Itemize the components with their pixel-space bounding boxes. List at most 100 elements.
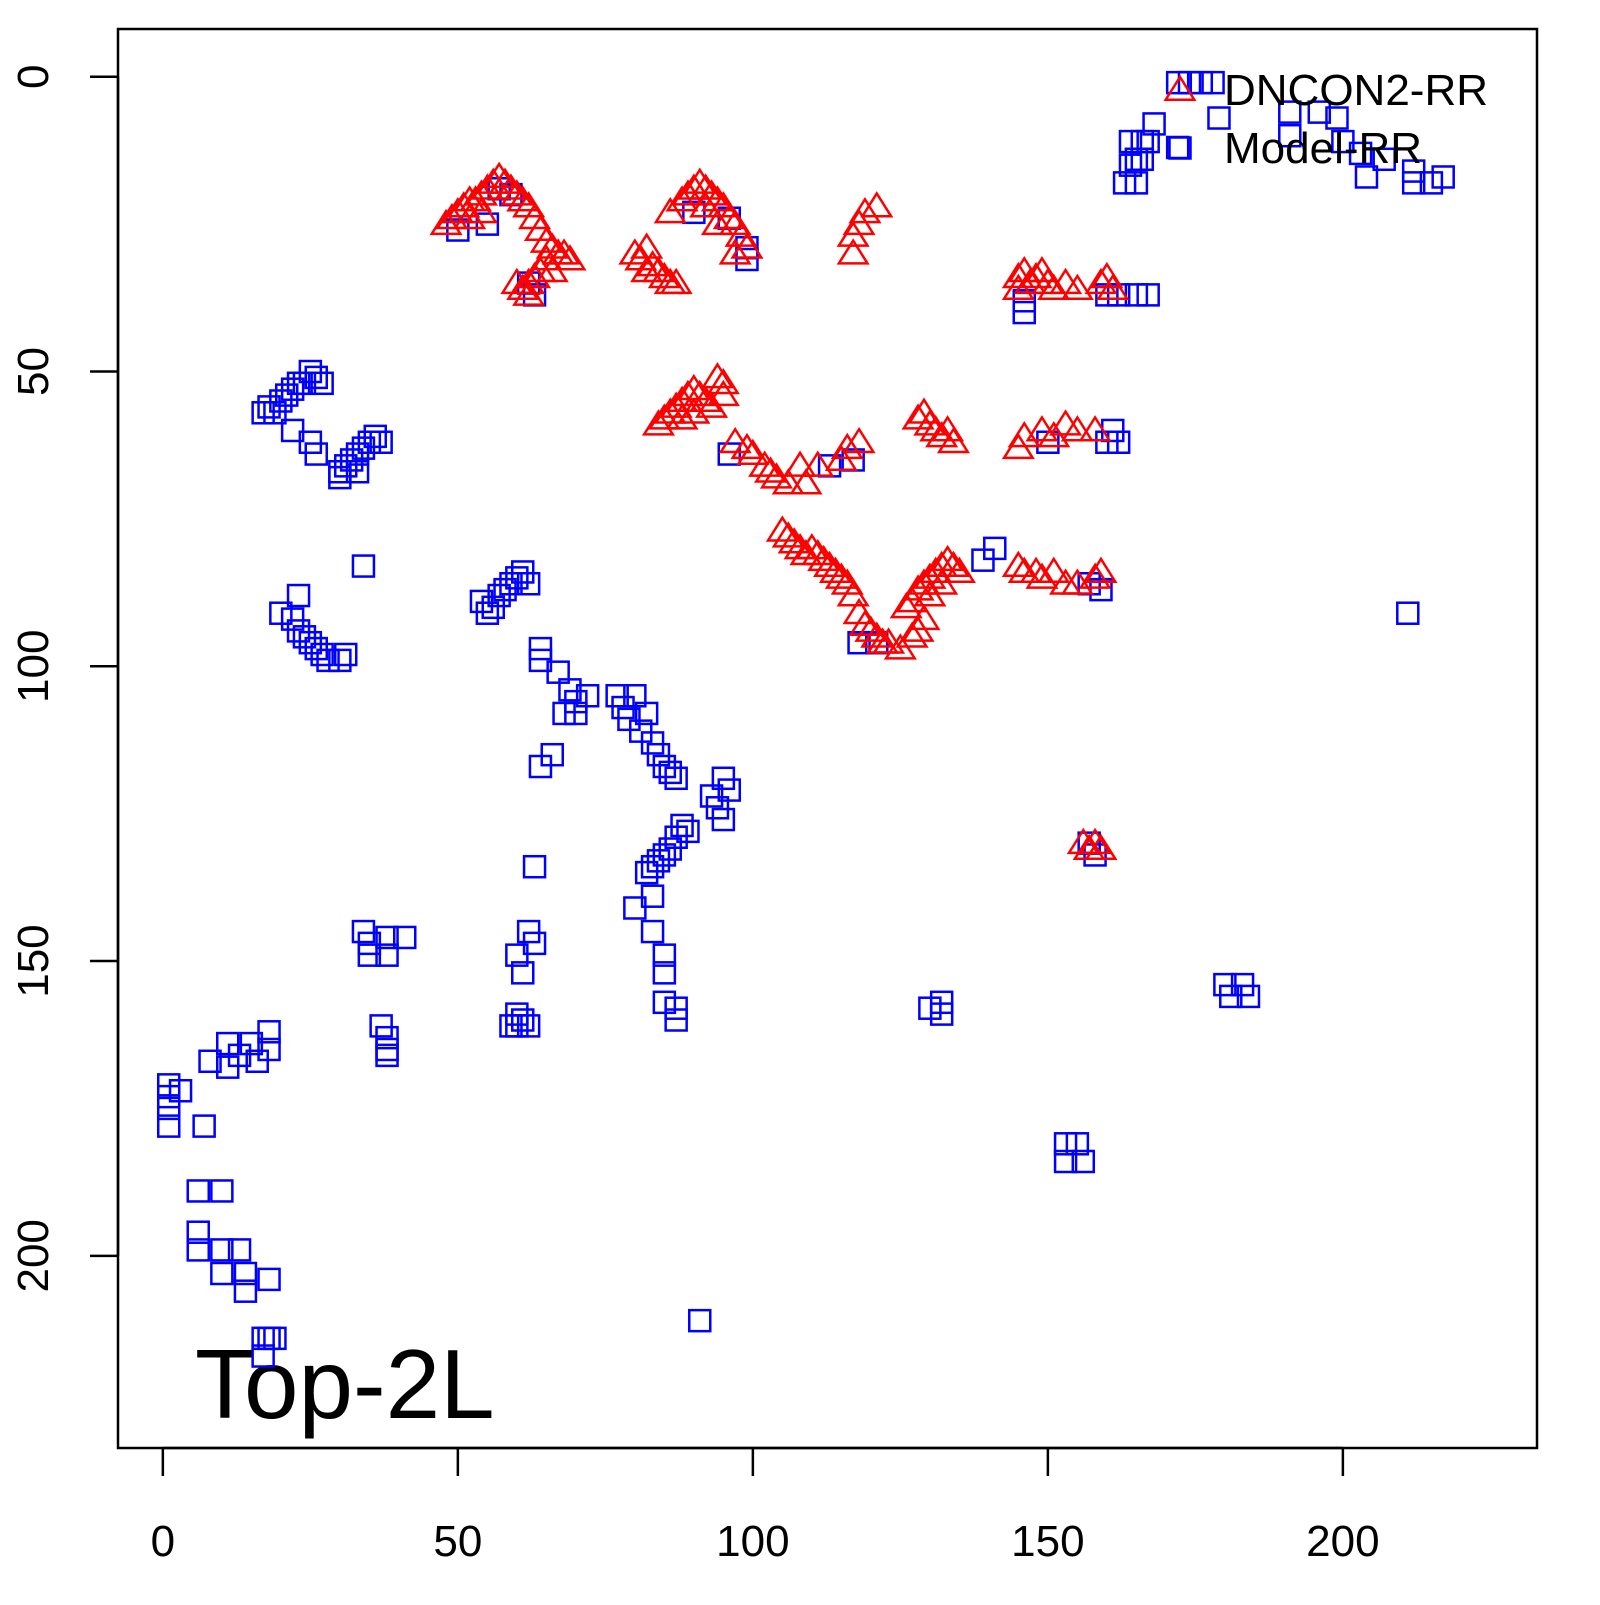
square-point — [918, 996, 942, 1020]
square-point — [658, 837, 683, 861]
square-point — [215, 1031, 240, 1056]
square-point — [280, 607, 305, 631]
square-point — [605, 684, 629, 708]
square-point — [611, 695, 635, 720]
triangle-point — [1072, 833, 1106, 861]
square-point — [393, 925, 417, 950]
square-point — [1053, 1132, 1078, 1156]
square-point — [1118, 153, 1143, 177]
square-point — [351, 436, 376, 460]
square-point — [623, 684, 647, 708]
square-point — [257, 1020, 281, 1044]
x-tick-label: 200 — [1306, 1517, 1379, 1566]
square-point — [328, 465, 352, 490]
triangle-point — [836, 238, 870, 265]
x-tick-label: 150 — [1011, 1517, 1084, 1566]
square-point — [1142, 112, 1166, 136]
square-point — [269, 601, 293, 625]
square-point — [664, 766, 688, 791]
square-point — [1354, 165, 1379, 189]
triangle-point — [813, 550, 847, 578]
square-point — [1348, 141, 1373, 166]
square-point — [652, 943, 677, 967]
triangle-point — [836, 580, 870, 607]
square-point — [929, 1002, 954, 1026]
square-point — [304, 636, 328, 661]
square-point — [516, 1014, 541, 1038]
triangle-point — [754, 456, 788, 483]
square-point — [1401, 159, 1426, 183]
square-point — [186, 1220, 210, 1244]
square-point — [292, 371, 317, 396]
square-point — [446, 218, 470, 242]
square-point — [263, 401, 287, 425]
square-point — [280, 377, 305, 401]
legend: DNCON2-RR Model-RR — [1163, 66, 1488, 173]
triangle-point — [488, 167, 522, 194]
square-point — [156, 1114, 181, 1138]
triangle-point — [630, 255, 664, 283]
triangle-point — [771, 521, 805, 548]
square-point — [316, 648, 340, 673]
square-point — [1401, 171, 1426, 195]
square-point — [210, 1261, 234, 1286]
square-point — [658, 760, 683, 785]
square-point — [298, 630, 323, 655]
square-point — [310, 642, 334, 667]
square-point — [670, 813, 694, 838]
triangle-point — [931, 415, 965, 442]
triangle-point — [618, 238, 652, 265]
triangle-point — [683, 167, 717, 194]
square-point — [634, 701, 659, 726]
triangle-point — [500, 179, 534, 206]
legend-marker — [1163, 74, 1197, 101]
square-point — [156, 1084, 181, 1109]
square-point — [1112, 171, 1137, 195]
square-point — [652, 843, 677, 867]
square-point — [328, 648, 352, 673]
square-point — [233, 1261, 258, 1286]
square-point — [1101, 418, 1125, 443]
square-point — [168, 1078, 193, 1103]
triangle-point — [635, 250, 670, 277]
square-point — [1106, 430, 1131, 455]
square-point — [1118, 129, 1143, 154]
square-point — [487, 583, 511, 608]
y-tick-label: 150 — [9, 924, 58, 997]
square-point — [251, 1344, 275, 1368]
triangle-point — [453, 202, 487, 230]
square-point — [623, 896, 647, 920]
x-tick-label: 0 — [151, 1517, 175, 1566]
triangle-point — [547, 238, 581, 265]
y-tick-label: 100 — [9, 630, 58, 703]
square-point — [711, 766, 736, 791]
y-tick-label: 200 — [9, 1219, 58, 1292]
triangle-point — [677, 397, 711, 424]
square-point — [186, 1179, 210, 1203]
square-point — [156, 1073, 181, 1097]
triangle-point — [1019, 556, 1053, 583]
square-point — [357, 430, 382, 455]
square-point — [192, 1114, 216, 1138]
square-point — [198, 1049, 222, 1074]
square-point — [717, 778, 742, 802]
triangle-point — [889, 591, 923, 619]
square-point — [363, 424, 387, 449]
square-point — [245, 1049, 269, 1074]
triangle-point — [795, 533, 829, 560]
triangle-point — [659, 267, 693, 295]
square-point — [1236, 984, 1261, 1009]
triangle-point — [936, 550, 971, 578]
triangle-point — [1001, 550, 1035, 578]
square-point — [210, 1238, 234, 1262]
square-point — [263, 1326, 287, 1351]
square-point — [1213, 972, 1237, 997]
square-point — [1207, 106, 1231, 130]
triangle-point — [895, 621, 929, 648]
legend-marker — [1168, 136, 1192, 160]
square-point — [298, 359, 323, 384]
square-point — [522, 854, 547, 879]
triangle-point — [736, 438, 770, 466]
x-tick-label: 50 — [433, 1517, 482, 1566]
